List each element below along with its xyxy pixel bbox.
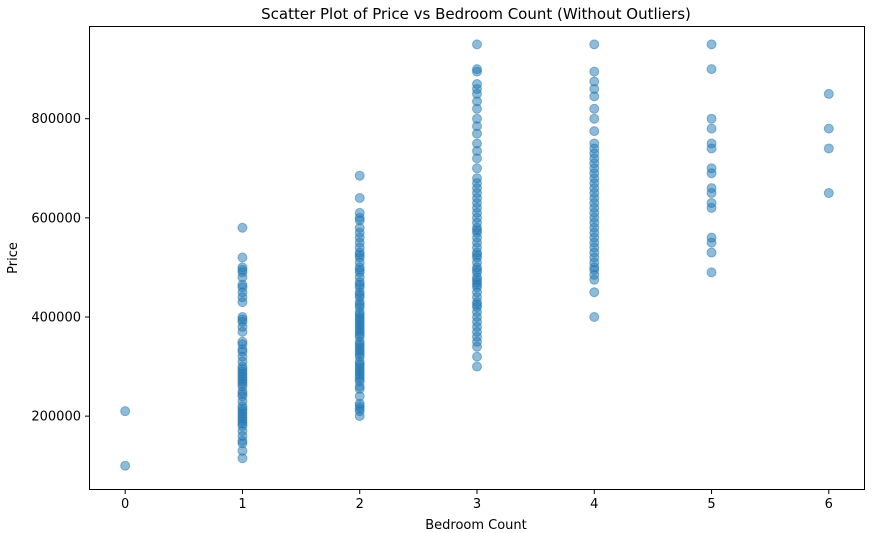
data-point [354, 207, 365, 218]
data-point [237, 262, 248, 273]
y-tick-label: 600000 [31, 211, 81, 226]
x-axis-ticks: 0 1 2 3 4 5 6 [121, 489, 833, 512]
y-tick-label: 800000 [31, 112, 81, 127]
data-point [472, 163, 482, 174]
data-point [354, 193, 365, 204]
data-point [706, 197, 717, 208]
data-point [706, 138, 717, 149]
data-point [589, 103, 600, 114]
data-point [472, 79, 482, 90]
x-tick-label: 1 [238, 497, 246, 512]
data-point [706, 232, 717, 243]
data-point [237, 252, 248, 263]
data-point [120, 460, 131, 471]
data-point [706, 183, 717, 194]
data-point [706, 113, 717, 124]
data-point [589, 126, 600, 137]
data-point [823, 143, 834, 154]
y-axis-ticks: 200000 400000 600000 800000 [31, 112, 90, 425]
data-point [120, 406, 131, 417]
data-point [472, 173, 482, 184]
x-tick-label: 4 [590, 497, 598, 512]
data-point [706, 163, 717, 174]
chart-title: Scatter Plot of Price vs Bedroom Count (… [261, 5, 691, 23]
data-point [472, 138, 482, 149]
data-point [589, 66, 600, 77]
data-point [589, 287, 600, 298]
y-tick-label: 200000 [31, 410, 81, 425]
data-point [589, 39, 600, 50]
data-point [354, 170, 365, 181]
x-tick-label: 6 [825, 497, 833, 512]
y-axis-label: Price [6, 242, 21, 274]
data-point [823, 88, 834, 99]
data-point [472, 351, 482, 362]
data-point [706, 267, 717, 278]
x-tick-label: 0 [121, 497, 129, 512]
y-tick-label: 400000 [31, 310, 81, 325]
data-point [589, 76, 600, 87]
data-point [706, 123, 717, 134]
x-axis-label: Bedroom Count [425, 518, 527, 533]
data-point [472, 113, 482, 124]
data-point [472, 39, 482, 50]
x-tick-label: 2 [356, 497, 364, 512]
data-point [237, 336, 248, 347]
data-point [589, 311, 600, 322]
data-point [472, 64, 482, 75]
data-point [706, 247, 717, 258]
data-point [589, 138, 600, 149]
data-point [706, 64, 717, 75]
data-point [589, 113, 600, 124]
data-point [237, 222, 248, 233]
x-tick-label: 3 [473, 497, 481, 512]
data-point [823, 188, 834, 199]
data-points [120, 39, 834, 471]
data-point [706, 39, 717, 50]
data-point [237, 311, 248, 322]
data-point [472, 361, 482, 372]
x-tick-label: 5 [707, 497, 715, 512]
data-point [823, 123, 834, 134]
